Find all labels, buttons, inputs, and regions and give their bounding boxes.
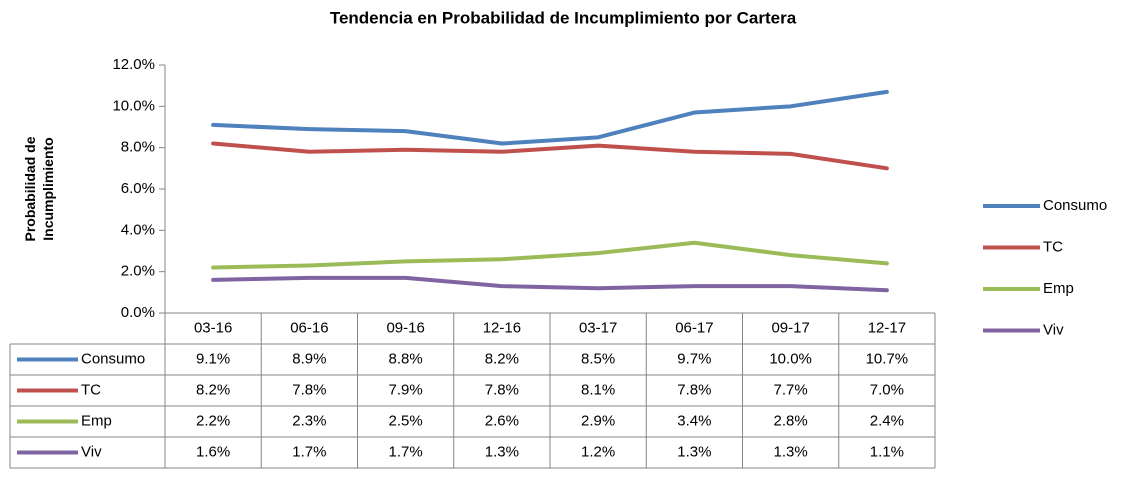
y-tick-label: 4.0%	[121, 221, 155, 238]
data-label: 2.5%	[389, 412, 423, 429]
data-label: 2.6%	[485, 412, 519, 429]
x-tick-label: 03-16	[194, 319, 232, 336]
data-label: 1.7%	[292, 443, 326, 460]
y-tick-label: 0.0%	[121, 304, 155, 321]
data-label: 1.3%	[485, 443, 519, 460]
data-label: 7.8%	[485, 381, 519, 398]
data-label: 8.8%	[389, 350, 423, 367]
x-tick-label: 12-16	[483, 319, 521, 336]
data-label: 1.3%	[774, 443, 808, 460]
data-label: 2.9%	[581, 412, 615, 429]
data-label: 8.1%	[581, 381, 615, 398]
data-label: 2.4%	[870, 412, 904, 429]
data-label: 10.0%	[769, 350, 812, 367]
data-label: 1.7%	[389, 443, 423, 460]
data-label: 2.2%	[196, 412, 230, 429]
data-label: 3.4%	[677, 412, 711, 429]
y-tick-label: 10.0%	[112, 97, 155, 114]
data-label: 7.0%	[870, 381, 904, 398]
data-label: 7.7%	[774, 381, 808, 398]
data-label: 7.8%	[677, 381, 711, 398]
chart-title: Tendencia en Probabilidad de Incumplimie…	[330, 8, 797, 27]
y-tick-label: 2.0%	[121, 263, 155, 280]
data-label: 8.2%	[196, 381, 230, 398]
legend-label: TC	[1043, 238, 1063, 255]
table-series-name: Consumo	[81, 350, 145, 367]
series-line	[211, 240, 889, 270]
x-tick-label: 12-17	[868, 319, 906, 336]
y-axis-label: Probabilidad de Incumplimiento	[22, 136, 56, 241]
data-label: 7.8%	[292, 381, 326, 398]
data-label: 7.9%	[389, 381, 423, 398]
x-tick-label: 06-16	[290, 319, 328, 336]
data-label: 8.9%	[292, 350, 326, 367]
data-label: 9.7%	[677, 350, 711, 367]
data-label: 8.2%	[485, 350, 519, 367]
x-tick-label: 03-17	[579, 319, 617, 336]
y-tick-label: 8.0%	[121, 139, 155, 156]
legend-label: Emp	[1043, 280, 1074, 297]
table-series-name: Viv	[81, 443, 102, 460]
series-line	[211, 141, 889, 171]
series-line	[211, 275, 889, 293]
y-tick-label: 6.0%	[121, 180, 155, 197]
data-label: 2.3%	[292, 412, 326, 429]
data-label: 1.3%	[677, 443, 711, 460]
table-series-name: TC	[81, 381, 101, 398]
data-label: 10.7%	[866, 350, 909, 367]
data-label: 8.5%	[581, 350, 615, 367]
data-label: 2.8%	[774, 412, 808, 429]
x-tick-label: 09-16	[386, 319, 424, 336]
table-series-name: Emp	[81, 412, 112, 429]
x-tick-label: 06-17	[675, 319, 713, 336]
y-tick-label: 12.0%	[112, 56, 155, 73]
data-label: 1.6%	[196, 443, 230, 460]
data-label: 9.1%	[196, 350, 230, 367]
data-label: 1.2%	[581, 443, 615, 460]
legend-label: Consumo	[1043, 197, 1107, 214]
legend-label: Viv	[1043, 321, 1064, 338]
data-label: 1.1%	[870, 443, 904, 460]
x-tick-label: 09-17	[771, 319, 809, 336]
series-line	[211, 89, 889, 146]
